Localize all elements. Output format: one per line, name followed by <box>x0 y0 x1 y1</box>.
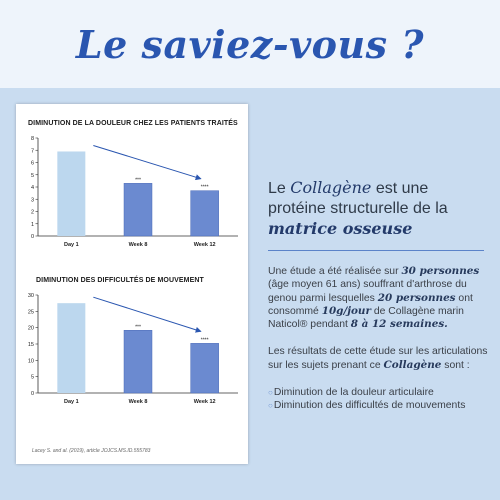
intro-collagene: Collagène <box>290 178 372 197</box>
study-text: de Collagène marin Naticol® pendant <box>268 305 464 331</box>
bar-week-8 <box>123 330 153 394</box>
results-emphasis: Collagène <box>383 358 442 371</box>
x-tick-label: Week 8 <box>129 242 148 248</box>
y-tick-label: 5 <box>31 375 34 381</box>
y-tick-label: 0 <box>31 391 34 397</box>
y-tick-label: 15 <box>28 342 34 348</box>
study-text: (âge moyen 61 ans) souffrant d'arthrose … <box>268 279 467 304</box>
trend-arrow <box>93 296 202 333</box>
y-tick-label: 3 <box>31 197 34 203</box>
results-paragraph: Les résultats de cette étude sur les art… <box>268 345 488 372</box>
bar-week-12 <box>190 190 219 237</box>
chart-title-pain: DIMINUTION DE LA DOULEUR CHEZ LES PATIEN… <box>28 120 238 127</box>
bar-week-12 <box>190 343 219 394</box>
y-tick-label: 1 <box>31 222 34 228</box>
headline: Le saviez-vous ? <box>75 22 425 67</box>
y-tick-label: 6 <box>31 161 34 167</box>
bullet-text: Diminution des difficultés de mouvements <box>273 400 466 412</box>
bullet-item: ○Diminution de la douleur articulaire <box>268 386 488 399</box>
significance-stars: **** <box>201 337 209 343</box>
bar-week-8 <box>123 183 153 237</box>
trend-arrow <box>93 144 202 181</box>
bullet-text: Diminution de la douleur articulaire <box>273 387 434 399</box>
bullet-circle-icon: ○ <box>268 401 273 411</box>
pain-chart: 0 1 2 3 4 5 6 7 8 Day 1 Week 8 *** Week 12 **** <box>31 136 238 248</box>
results-text: Les résultats de cette étude sur les art… <box>268 346 488 371</box>
significance-stars: *** <box>135 324 141 330</box>
bullet-list: ○Diminution de la douleur articulaire ○D… <box>268 386 488 413</box>
y-tick-label: 4 <box>31 185 34 191</box>
study-emphasis: 20 personnes <box>377 291 456 304</box>
movement-chart: 0 5 10 15 20 25 30 Day 1 Week 8 *** Week 12 **** <box>28 293 238 405</box>
y-tick-label: 25 <box>28 309 34 315</box>
results-text: sont : <box>441 359 470 371</box>
intro-matrice: matrice osseuse <box>268 219 413 238</box>
x-tick-label: Day 1 <box>64 242 79 248</box>
study-text: ont consommé <box>268 292 473 317</box>
citation: Lacey S. and al. (2019), article JOJCS.M… <box>32 448 151 454</box>
study-emphasis: 8 à 12 semaines. <box>350 318 448 331</box>
study-emphasis: 10g/jour <box>321 304 371 317</box>
significance-stars: **** <box>201 185 209 191</box>
intro-part: Le <box>268 180 291 197</box>
y-tick-label: 7 <box>31 148 34 154</box>
y-tick-label: 5 <box>31 173 34 179</box>
bar-day-1 <box>57 151 86 236</box>
bullet-circle-icon: ○ <box>268 388 273 398</box>
study-paragraph: Une étude a été réalisée sur 30 personne… <box>268 265 488 331</box>
chart-title-movement: DIMINUTION DES DIFFICULTÉS DE MOUVEMENT <box>36 277 204 284</box>
y-tick-label: 30 <box>28 293 34 299</box>
study-emphasis: 30 personnes <box>401 265 480 277</box>
study-text: Une étude a été réalisée sur <box>268 266 402 277</box>
x-tick-label: Week 12 <box>194 242 216 248</box>
header-band <box>0 0 500 88</box>
chart-card: DIMINUTION DE LA DOULEUR CHEZ LES PATIEN… <box>16 104 248 464</box>
info-column: Le Collagène est une protéine structurel… <box>268 178 488 413</box>
x-tick-label: Week 8 <box>129 399 148 405</box>
y-tick-label: 10 <box>28 358 34 364</box>
divider <box>268 250 484 251</box>
significance-stars: *** <box>135 177 141 183</box>
x-tick-label: Day 1 <box>64 399 79 405</box>
y-tick-label: 20 <box>28 326 34 332</box>
y-tick-label: 8 <box>31 136 34 142</box>
y-tick-label: 2 <box>31 210 34 216</box>
bullet-item: ○Diminution des difficultés de mouvement… <box>268 399 488 412</box>
intro-text: Le Collagène est une protéine structurel… <box>268 178 488 240</box>
x-tick-label: Week 12 <box>194 399 216 405</box>
bar-day-1 <box>57 303 86 393</box>
y-tick-label: 0 <box>31 234 34 240</box>
intro-part: est une protéine structurelle de la <box>268 180 448 217</box>
